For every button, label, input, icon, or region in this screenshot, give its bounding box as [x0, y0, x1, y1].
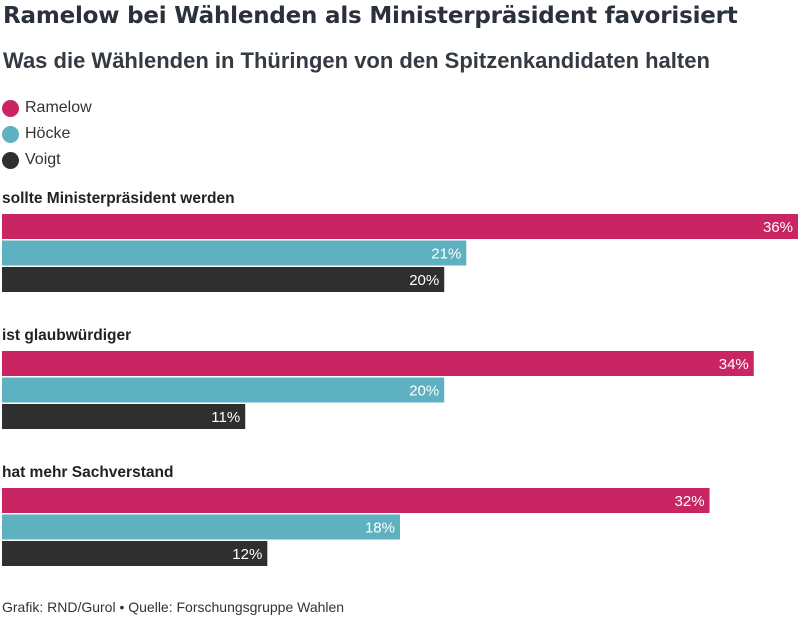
bar-hoecke-2 — [2, 514, 400, 540]
legend-item-voigt: Voigt — [2, 147, 92, 173]
legend-label-ramelow: Ramelow — [25, 99, 92, 116]
source-credit: Grafik: RND/Gurol • Quelle: Forschungsgr… — [2, 599, 345, 615]
group-label-sachverstand: hat mehr Sachverstand — [2, 464, 174, 481]
legend-item-ramelow: Ramelow — [2, 95, 92, 121]
legend-swatch-hoecke — [2, 125, 19, 143]
bar-label-voigt-0: 20% — [409, 272, 439, 289]
bar-label-hoecke-2: 18% — [365, 520, 395, 537]
bar-hoecke-0 — [2, 240, 467, 266]
bar-ramelow-1 — [2, 351, 754, 376]
group-label-ministerpraesident: sollte Ministerpräsident werden — [2, 190, 235, 207]
bar-label-ramelow-1: 34% — [719, 356, 749, 373]
bar-voigt-2 — [2, 541, 268, 566]
legend-swatch-voigt — [2, 151, 19, 169]
legend-item-hoecke: Höcke — [2, 121, 92, 147]
bar-ramelow-2 — [2, 488, 710, 513]
bar-label-hoecke-1: 20% — [409, 383, 439, 400]
bar-ramelow-0 — [2, 214, 798, 239]
legend-swatch-ramelow — [2, 99, 19, 117]
legend-label-hoecke: Höcke — [25, 125, 71, 142]
bar-label-ramelow-2: 32% — [675, 493, 705, 510]
chart-subtitle: Was die Wählenden in Thüringen von den S… — [3, 48, 710, 73]
bar-label-voigt-1: 11% — [211, 409, 240, 426]
bar-hoecke-1 — [2, 377, 445, 403]
bar-label-ramelow-0: 36% — [763, 219, 793, 236]
legend-label-voigt: Voigt — [25, 151, 61, 168]
chart-title: Ramelow bei Wählenden als Ministerpräsid… — [3, 3, 738, 29]
bar-voigt-1 — [2, 404, 246, 429]
legend: Ramelow Höcke Voigt — [2, 95, 92, 173]
bar-label-hoecke-0: 21% — [431, 246, 461, 263]
bar-label-voigt-2: 12% — [232, 546, 262, 563]
group-label-glaubwuerdiger: ist glaubwürdiger — [2, 327, 132, 344]
bar-voigt-0 — [2, 267, 445, 292]
